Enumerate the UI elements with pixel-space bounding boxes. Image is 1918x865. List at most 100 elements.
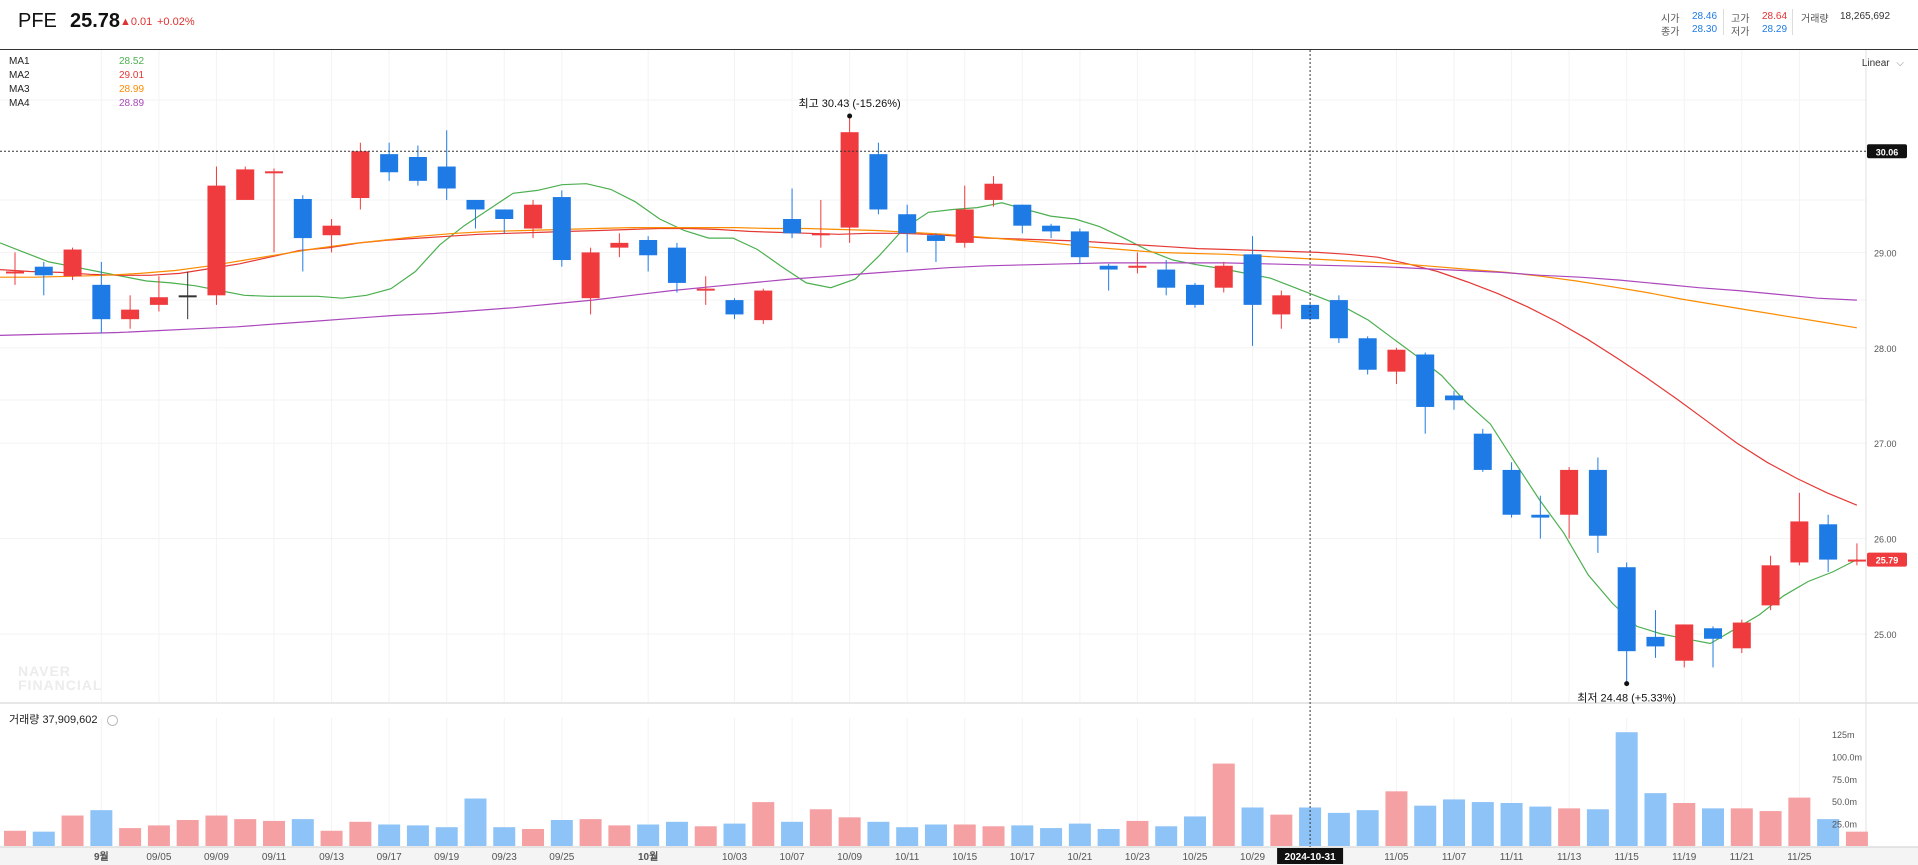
candle-body — [1128, 265, 1147, 268]
open-value: 28.46 — [1692, 11, 1718, 22]
candle-body — [1617, 567, 1636, 652]
volume-bar — [723, 823, 746, 846]
volume-bar — [1471, 802, 1494, 846]
volume-bar — [1644, 793, 1667, 846]
x-axis-tick-label: 10/07 — [780, 852, 805, 863]
volume-bar — [4, 830, 26, 846]
ma-value: 28.89 — [119, 98, 145, 109]
volume-bar — [263, 820, 286, 846]
candle-body — [34, 266, 53, 276]
moving-average-line — [0, 227, 1857, 329]
close-label: 종가 — [1661, 27, 1680, 38]
volume-bar — [1730, 808, 1753, 846]
volume-bar — [924, 824, 947, 846]
candle-body — [92, 284, 111, 320]
x-axis-tick-label: 11/11 — [1500, 852, 1524, 863]
volume-bar — [1097, 828, 1120, 846]
x-axis-tick-label: 10/17 — [1010, 852, 1035, 863]
x-axis-tick-label: 9월 — [94, 851, 109, 863]
candle-body — [1185, 284, 1204, 305]
candle-body — [1675, 624, 1694, 661]
candle-body — [1646, 636, 1665, 647]
ma-value: 28.52 — [119, 56, 145, 67]
candle-body — [754, 290, 773, 321]
candle-body — [1704, 628, 1723, 639]
low-marker — [1624, 681, 1630, 687]
candle-body — [466, 199, 485, 210]
price-axis-tick-label: 25.00 — [1874, 630, 1897, 640]
candle-body — [811, 233, 830, 236]
volume-bar — [406, 825, 429, 846]
ma-value: 29.01 — [119, 70, 145, 81]
stock-header: PFE 25.78 ▲0.01 +0.02% 시가 28.46 종가 28.30… — [0, 0, 1918, 50]
ma-value: 28.99 — [119, 84, 145, 95]
volume-bar — [1788, 797, 1811, 846]
candle-body — [1761, 565, 1780, 606]
volume-bar — [550, 820, 573, 846]
crosshair-date-tag — [1277, 848, 1344, 864]
volume-bar — [234, 819, 257, 846]
scale-label: Linear — [1861, 58, 1890, 69]
volume-panel-value: 37,909,602 — [42, 714, 98, 726]
candle-body — [1272, 295, 1291, 315]
x-axis-tick-label: 09/25 — [549, 852, 574, 863]
header-divider — [1723, 9, 1724, 35]
volume-bar — [896, 827, 919, 846]
volume-bar — [752, 802, 775, 846]
moving-average-line — [0, 183, 1858, 645]
candle-body — [1070, 231, 1089, 258]
x-axis-tick-label: 11/25 — [1787, 852, 1812, 863]
candle-body — [1013, 204, 1032, 226]
volume-bar — [32, 831, 55, 846]
candle-body — [696, 288, 715, 291]
last-price-label: 25.79 — [1876, 556, 1899, 566]
price-axis-tick-label: 27.00 — [1874, 439, 1897, 449]
candle-body — [63, 249, 82, 277]
ma-name: MA2 — [9, 70, 30, 81]
candle-body — [149, 297, 168, 305]
candle-body — [1502, 469, 1521, 515]
candle-body — [639, 239, 658, 256]
candle-body — [1387, 349, 1406, 372]
volume-axis-tick-label: 25.0m — [1832, 820, 1857, 830]
volume-bar — [291, 819, 314, 846]
x-axis-tick-label: 11/21 — [1730, 852, 1755, 863]
volume-bar — [493, 827, 516, 846]
ma-legend: MA1 28.52 MA2 29.01 MA3 28.99 MA4 28.89 — [9, 55, 159, 111]
candle-body — [984, 183, 1003, 200]
candle-body — [1042, 225, 1061, 232]
volume-bar — [349, 821, 372, 846]
moving-average-line — [0, 262, 1857, 336]
candle-body — [1243, 254, 1262, 305]
candle-body — [926, 235, 945, 241]
ma-legend-item: MA3 28.99 — [9, 83, 159, 97]
price-axis-tick-label: 28.00 — [1874, 344, 1897, 354]
ma-legend-item: MA2 29.01 — [9, 69, 159, 83]
open-label: 시가 — [1661, 14, 1680, 25]
candle-body — [840, 132, 859, 228]
volume-bar — [838, 817, 861, 846]
volume-bar — [1529, 806, 1552, 846]
ma-name: MA3 — [9, 84, 30, 95]
candle-body — [1358, 338, 1377, 370]
candle-body — [783, 219, 802, 234]
volume-bar — [1040, 828, 1063, 846]
candle-body — [1732, 622, 1751, 649]
scale-toggle-button[interactable]: Linear ⌵ — [1862, 58, 1904, 69]
candle-body — [869, 154, 888, 210]
volume-panel-title: 거래량 — [9, 714, 40, 726]
info-icon[interactable] — [106, 714, 118, 726]
high-label: 고가 — [1731, 14, 1750, 25]
x-axis-tick-label: 09/09 — [204, 852, 229, 863]
high-annotation-label: 최고 30.43 (-15.26%) — [799, 97, 901, 110]
candle-body — [121, 309, 140, 320]
volume-bar — [1155, 826, 1178, 846]
x-axis-tick-label: 10/03 — [722, 852, 747, 863]
x-axis-tick-label: 09/05 — [146, 852, 171, 863]
volume-bar — [608, 825, 631, 846]
naver-financial-watermark: NAVER FINANCIAL — [18, 664, 102, 692]
candle-body — [495, 209, 514, 220]
x-axis-tick-label: 10/23 — [1125, 852, 1150, 863]
ticker-symbol: PFE — [18, 10, 57, 32]
